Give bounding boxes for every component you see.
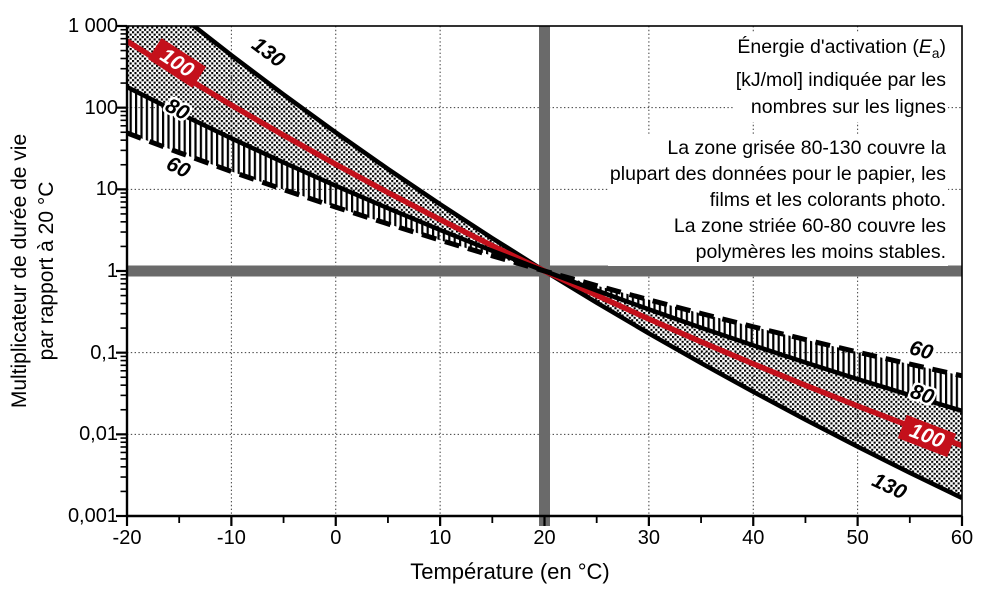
zones-note-line5: polymères les moins stables. — [695, 241, 946, 263]
x-tick-label: 50 — [846, 527, 869, 549]
x-tick-label: 10 — [429, 527, 452, 549]
y-tick-label: 0,01 — [79, 423, 118, 446]
activation-energy-note-line1: Énergie d'activation (Ea) — [737, 36, 946, 61]
x-tick-label: 0 — [330, 527, 342, 549]
y-tick-label: 0,001 — [67, 505, 118, 527]
zones-note-line4: La zone striée 60-80 couvre les — [673, 215, 946, 237]
y-axis-title: Multiplicateur de durée de vie par rappo… — [6, 71, 60, 471]
x-tick-label: 40 — [742, 527, 765, 549]
y-axis-title-line1: Multiplicateur de durée de vie — [8, 133, 31, 409]
x-tick-label: -20 — [112, 527, 142, 549]
x-tick-label: 20 — [533, 527, 556, 549]
zones-note: La zone grisée 80-130 couvre la plupart … — [607, 134, 948, 266]
y-tick-label: 100 — [84, 96, 118, 119]
x-axis-title: Température (en °C) — [410, 559, 610, 584]
y-tick-label: 0,1 — [90, 341, 118, 364]
x-tick-label: 60 — [950, 527, 974, 549]
activation-energy-note: Énergie d'activation (Ea) [kJ/mol] indiq… — [733, 33, 948, 122]
y-tick-label: 1 000 — [67, 15, 118, 37]
zones-note-line3: films et les colorants photo. — [709, 189, 946, 211]
x-tick-label: -10 — [216, 527, 246, 549]
x-tick-label: 30 — [637, 527, 660, 549]
y-tick-label: 1 — [106, 260, 118, 282]
y-axis-title-line2: par rapport à 20 °C — [35, 181, 58, 361]
activation-energy-note-line3: nombres sur les lignes — [750, 95, 946, 118]
activation-energy-note-line2: [kJ/mol] indiquée par les — [735, 68, 946, 91]
y-tick-label: 10 — [95, 178, 118, 201]
zones-note-line1: La zone grisée 80-130 couvre la — [667, 137, 946, 159]
zones-note-line2: plupart des données pour le papier, les — [609, 163, 946, 185]
